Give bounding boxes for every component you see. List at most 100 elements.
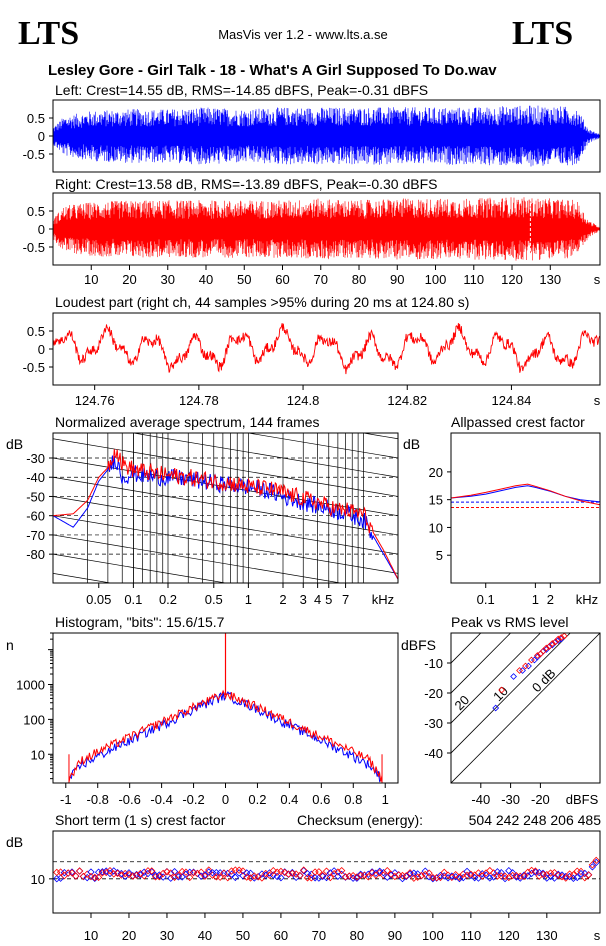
y-tick-label: -70 (26, 528, 45, 543)
left-crest-point (319, 872, 327, 880)
x-tick-label: 40 (198, 928, 212, 943)
left-crest-point (208, 869, 217, 877)
crest-line (451, 633, 600, 783)
x-unit: s (594, 928, 601, 943)
y-tick-label: 10 (31, 872, 45, 887)
right-crest-point (292, 870, 300, 878)
crest-line-label: 20 (451, 692, 472, 713)
y-tick-label: -10 (424, 656, 443, 671)
x-tick-label: 80 (350, 928, 364, 943)
y-tick-label: 20 (429, 465, 443, 480)
left-crest-point (588, 863, 597, 871)
y-tick-label: -30 (26, 451, 45, 466)
right-crest-point (543, 870, 551, 879)
slope-line (53, 534, 343, 583)
left-crest-point (148, 868, 156, 876)
slope-line (361, 433, 398, 440)
x-tick-label: 70 (312, 928, 326, 943)
right-waveform-plot: 0.5 0 -0.5 10 20 30 40 50 60 70 80 90 100 110 120 130 s (23, 192, 601, 287)
y-tick-label: 100 (23, 712, 45, 727)
loudest-part-plot: 0.5 0 -0.5 124.76 124.78 124.8 124.82 124.84 s (23, 312, 601, 408)
x-tick-label: -0.8 (87, 792, 109, 807)
x-tick-label: 60 (275, 272, 289, 287)
left-crest-point (565, 872, 574, 881)
x-tick-label: 0.2 (159, 592, 177, 607)
right-crest-point (159, 869, 167, 878)
x-unit: dBFS (566, 792, 599, 807)
x-tick-label: 124.76 (75, 393, 115, 408)
histogram-ylabel: n (6, 637, 14, 653)
y-tick-label: -50 (26, 489, 45, 504)
right-crest-point (296, 871, 304, 880)
right-crest-point (91, 873, 99, 882)
right-level-point (516, 667, 523, 674)
left-waveform-plot: 0.5 0 -0.5 (23, 99, 601, 173)
x-tick-label: 0.1 (477, 592, 495, 607)
x-tick-label: 50 (237, 272, 251, 287)
right-crest-point (186, 873, 194, 882)
right-level-point (522, 662, 529, 670)
right-crest-point (592, 856, 600, 865)
y-tick-label: -30 (424, 716, 443, 731)
right-crest-point (425, 869, 433, 877)
left-allpassed-trace (450, 485, 601, 503)
right-crest-point (383, 867, 391, 875)
y-tick-label: -0.5 (23, 147, 45, 162)
left-crest-point (558, 871, 566, 879)
right-crest-point (246, 874, 255, 882)
right-level-point (560, 632, 568, 640)
right-crest-point (205, 866, 213, 874)
x-tick-label: 30 (160, 928, 174, 943)
left-waveform-panel: Left: Crest=14.55 dB, RMS=-14.85 dBFS, P… (23, 82, 601, 173)
x-tick-label: -0.6 (118, 792, 140, 807)
right-crest-point (508, 871, 517, 880)
crest-line-label: 10 (490, 683, 511, 704)
x-tick-label: -20 (531, 792, 550, 807)
left-level-point (510, 673, 517, 680)
right-crest-point (148, 867, 156, 875)
right-crest-point (201, 872, 209, 880)
right-crest-point (315, 868, 323, 876)
left-crest-point (573, 873, 581, 882)
right-crest-point (436, 873, 445, 882)
right-crest-point (338, 866, 346, 875)
left-histogram-trace (68, 691, 383, 783)
y-tick-label: 0.5 (27, 111, 45, 126)
x-tick-label: 0.4 (280, 792, 298, 807)
right-crest-point (75, 867, 84, 875)
left-crest-point (592, 858, 600, 867)
x-tick-label: 1 (245, 592, 252, 607)
x-tick-label: 0 (222, 792, 229, 807)
x-tick-label: 90 (388, 928, 402, 943)
logo-right: LTS (512, 15, 573, 52)
left-crest-point (368, 868, 376, 876)
x-tick-label: -0.4 (150, 792, 172, 807)
short-term-title: Short term (1 s) crest factor (55, 812, 226, 828)
left-crest-point (539, 869, 547, 877)
right-crest-point (216, 873, 224, 881)
plot-frame (52, 830, 601, 914)
left-crest-point (68, 868, 76, 876)
y-tick-label: 10 (429, 520, 443, 535)
right-crest-point (307, 874, 315, 882)
left-crest-point (334, 872, 342, 880)
right-crest-point (391, 872, 399, 881)
x-unit: s (594, 272, 601, 287)
left-crest-point (505, 867, 513, 875)
x-tick-label: 0.5 (205, 592, 223, 607)
x-tick-label: 4 (314, 592, 321, 607)
x-tick-label: 90 (390, 272, 404, 287)
right-crest-point (584, 871, 593, 879)
loudest-part-title: Loudest part (right ch, 44 samples >95% … (55, 294, 469, 310)
right-crest-point (182, 868, 190, 876)
x-unit: kHz (372, 592, 394, 607)
y-tick-label: 0.5 (27, 324, 45, 339)
y-tick-label: 0.5 (27, 204, 45, 219)
peak-rms-title: Peak vs RMS level (451, 614, 568, 630)
x-tick-label: 30 (161, 272, 175, 287)
allpassed-plot: 20 15 10 5 0.1 1 2 kHz (429, 432, 601, 607)
slope-line (131, 433, 398, 478)
crest-line (451, 633, 482, 664)
right-crest-point (269, 867, 277, 875)
left-crest-point (322, 873, 331, 882)
